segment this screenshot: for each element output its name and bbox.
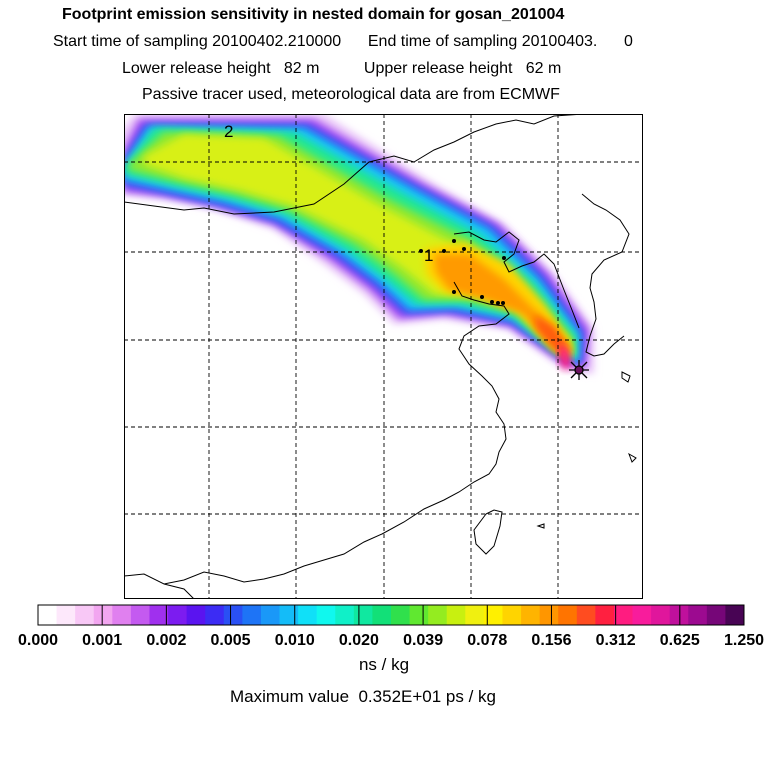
- colorbar-swatch: [688, 605, 708, 625]
- coastline-east-china: [124, 281, 510, 585]
- city-dot: [452, 290, 456, 294]
- plume-field: [124, 114, 594, 374]
- colorbar-tick-label: 0.005: [211, 632, 251, 649]
- colorbar-swatch: [279, 605, 299, 625]
- city-dot: [490, 300, 494, 304]
- colorbar-tick-label: 0.156: [531, 632, 571, 649]
- colorbar-swatch: [242, 605, 262, 625]
- colorbar-tick-label: 0.078: [467, 632, 507, 649]
- colorbar-tick-label: 0.625: [660, 632, 700, 649]
- plume-level-9: [534, 314, 568, 358]
- colorbar-swatch: [483, 605, 503, 625]
- colorbar-tick-label: 0.020: [339, 632, 379, 649]
- cluster-label-1: 1: [424, 246, 433, 265]
- release-heights: Lower release height 82 m Upper release …: [122, 60, 562, 77]
- colorbar-swatch: [539, 605, 559, 625]
- colorbar-tick-label: 0.010: [275, 632, 315, 649]
- colorbar-swatch: [186, 605, 206, 625]
- maximum-value: Maximum value 0.352E+01 ps / kg: [230, 687, 496, 706]
- colorbar-swatch: [558, 605, 578, 625]
- colorbar-swatch: [56, 605, 76, 625]
- colorbar: 0.000 0.001 0.002 0.005 0.010 0.020 0.039 0.078…: [18, 604, 764, 649]
- colorbar-swatch: [260, 605, 280, 625]
- colorbar-swatch: [409, 605, 429, 625]
- colorbar-swatch: [38, 605, 57, 625]
- plume-level-10: [558, 344, 572, 370]
- lat-lon-grid: [124, 114, 643, 599]
- city-dot: [462, 247, 466, 251]
- city-dot: [496, 301, 500, 305]
- colorbar-swatch: [391, 605, 410, 625]
- cluster-label-2: 2: [224, 122, 233, 141]
- colorbar-swatch: [298, 605, 318, 625]
- colorbar-swatch: [372, 605, 392, 625]
- coastline-bohai: [453, 231, 580, 329]
- colorbar-tick-label: 0.000: [18, 632, 58, 649]
- colorbar-swatch: [428, 605, 448, 625]
- coastline-japan-islands: [536, 371, 637, 529]
- coastline-taiwan: [473, 509, 503, 555]
- chart-title: Footprint emission sensitivity in nested…: [62, 6, 565, 23]
- coastline-hainan: [163, 583, 195, 599]
- colorbar-swatch: [93, 605, 113, 625]
- city-dot: [419, 249, 423, 253]
- colorbar-swatch: [613, 605, 633, 625]
- plume-level-8: [434, 254, 568, 354]
- colorbar-swatch: [706, 605, 726, 625]
- coastline-korea: [581, 193, 630, 357]
- colorbar-swatch: [502, 605, 522, 625]
- city-dot: [442, 249, 446, 253]
- colorbar-swatch: [576, 605, 596, 625]
- colorbar-swatch: [223, 605, 243, 625]
- colorbar-swatch: [335, 605, 355, 625]
- colorbar-swatch: [75, 605, 95, 625]
- colorbar-swatch: [465, 605, 485, 625]
- colorbar-swatch: [632, 605, 652, 625]
- coastlines: [124, 114, 637, 599]
- colorbar-swatch: [168, 605, 188, 625]
- colorbar-swatches: [37, 604, 745, 626]
- sampling-times: Start time of sampling 20100402.210000 E…: [53, 33, 633, 50]
- city-dot: [502, 256, 506, 260]
- footprint-map: 1 2: [124, 114, 643, 599]
- colorbar-tick-label: 0.001: [82, 632, 122, 649]
- colorbar-swatch: [353, 605, 373, 625]
- receptor-star-icon: [569, 360, 589, 380]
- colorbar-tick-label: 0.002: [146, 632, 186, 649]
- map-frame: [124, 114, 643, 599]
- colorbar-swatch: [725, 605, 745, 625]
- colorbar-swatch: [112, 605, 132, 625]
- units-label: ns / kg: [358, 655, 410, 674]
- colorbar-swatch: [521, 605, 541, 625]
- colorbar-swatch: [651, 605, 671, 625]
- colorbar-swatch: [130, 605, 150, 625]
- plume-level-6: [144, 134, 572, 354]
- colorbar-swatch: [316, 605, 336, 625]
- city-dot: [501, 301, 505, 305]
- colorbar-swatch: [595, 605, 615, 625]
- coastline-north: [124, 114, 585, 215]
- colorbar-swatch: [205, 605, 225, 625]
- colorbar-swatch: [446, 605, 466, 625]
- colorbar-swatch: [149, 605, 169, 625]
- city-dot: [480, 295, 484, 299]
- colorbar-tick-label: 0.312: [596, 632, 636, 649]
- city-dot: [452, 239, 456, 243]
- city-markers: [419, 239, 506, 305]
- colorbar-tick-labels: 0.000 0.001 0.002 0.005 0.010 0.020 0.039 0.078…: [18, 605, 764, 649]
- tracer-note: Passive tracer used, meteorological data…: [142, 86, 560, 103]
- colorbar-tick-label: 1.250: [724, 632, 764, 649]
- colorbar-swatch: [669, 605, 689, 625]
- colorbar-tick-label: 0.039: [403, 632, 443, 649]
